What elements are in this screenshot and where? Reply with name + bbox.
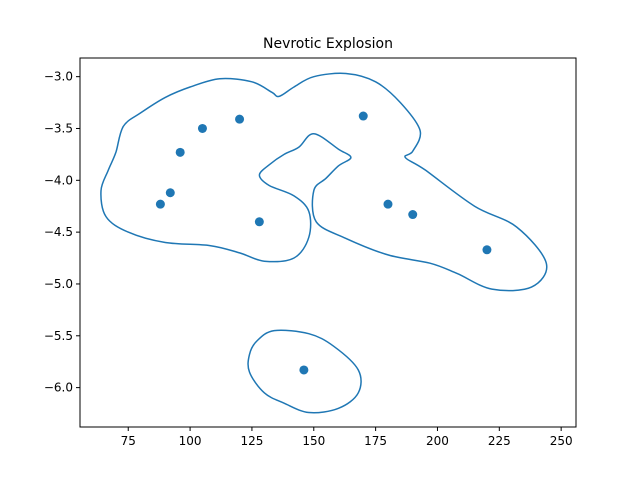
- y-tick-label: −3.0: [44, 70, 73, 84]
- point-layer: [155, 111, 492, 375]
- contour-line-2: [247, 329, 362, 414]
- data-point-4: [197, 123, 207, 133]
- data-point-11: [299, 365, 309, 375]
- data-point-9: [408, 210, 418, 220]
- data-point-5: [235, 114, 245, 124]
- x-tick-label: 100: [179, 434, 202, 448]
- x-tick-label: 150: [302, 434, 325, 448]
- y-tick-label: −6.0: [44, 381, 73, 395]
- x-tick-label: 175: [364, 434, 387, 448]
- data-point-1: [155, 199, 165, 209]
- y-tick-label: −3.5: [44, 121, 73, 135]
- data-point-7: [358, 111, 368, 121]
- x-tick-label: 250: [550, 434, 573, 448]
- contour-line-1: [100, 72, 548, 292]
- x-tick-label: 200: [426, 434, 449, 448]
- contour-layer: [100, 72, 548, 414]
- plot-frame: [79, 57, 577, 428]
- data-point-2: [165, 188, 175, 198]
- y-axis: −3.0 −3.5 −4.0 −4.5 −5.0 −5.5 −6.0: [44, 70, 80, 395]
- y-tick-label: −4.5: [44, 225, 73, 239]
- data-point-6: [254, 217, 264, 227]
- x-axis: 75 100 125 150 175 200 225 250: [121, 427, 573, 448]
- x-tick-label: 125: [240, 434, 263, 448]
- data-point-10: [482, 245, 492, 255]
- x-tick-label: 225: [488, 434, 511, 448]
- y-tick-label: −4.0: [44, 173, 73, 187]
- x-tick-label: 75: [121, 434, 136, 448]
- chart-title: Nevrotic Explosion: [263, 36, 393, 52]
- data-point-8: [383, 199, 393, 209]
- y-tick-label: −5.5: [44, 329, 73, 343]
- y-tick-label: −5.0: [44, 277, 73, 291]
- data-point-3: [175, 147, 185, 157]
